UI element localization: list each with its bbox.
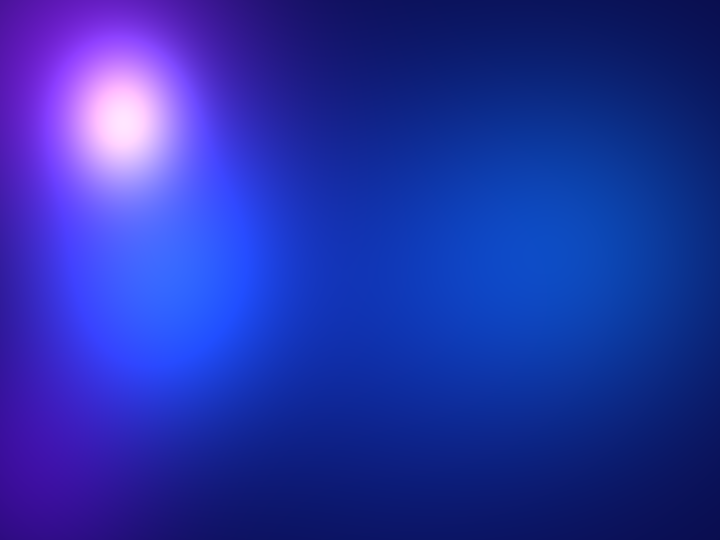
Text: ADP / ATP Cycle: ADP / ATP Cycle (194, 96, 544, 134)
Bar (202, 206, 536, 364)
Text: breakdown of glucose (energy in): breakdown of glucose (energy in) (131, 154, 607, 179)
Text: cellular activity (energy out): cellular activity (energy out) (166, 404, 572, 428)
Text: - P: - P (346, 319, 392, 348)
Text: + P: + P (340, 219, 398, 248)
Text: ADP: ADP (112, 268, 196, 302)
Text: ATP: ATP (542, 268, 618, 302)
